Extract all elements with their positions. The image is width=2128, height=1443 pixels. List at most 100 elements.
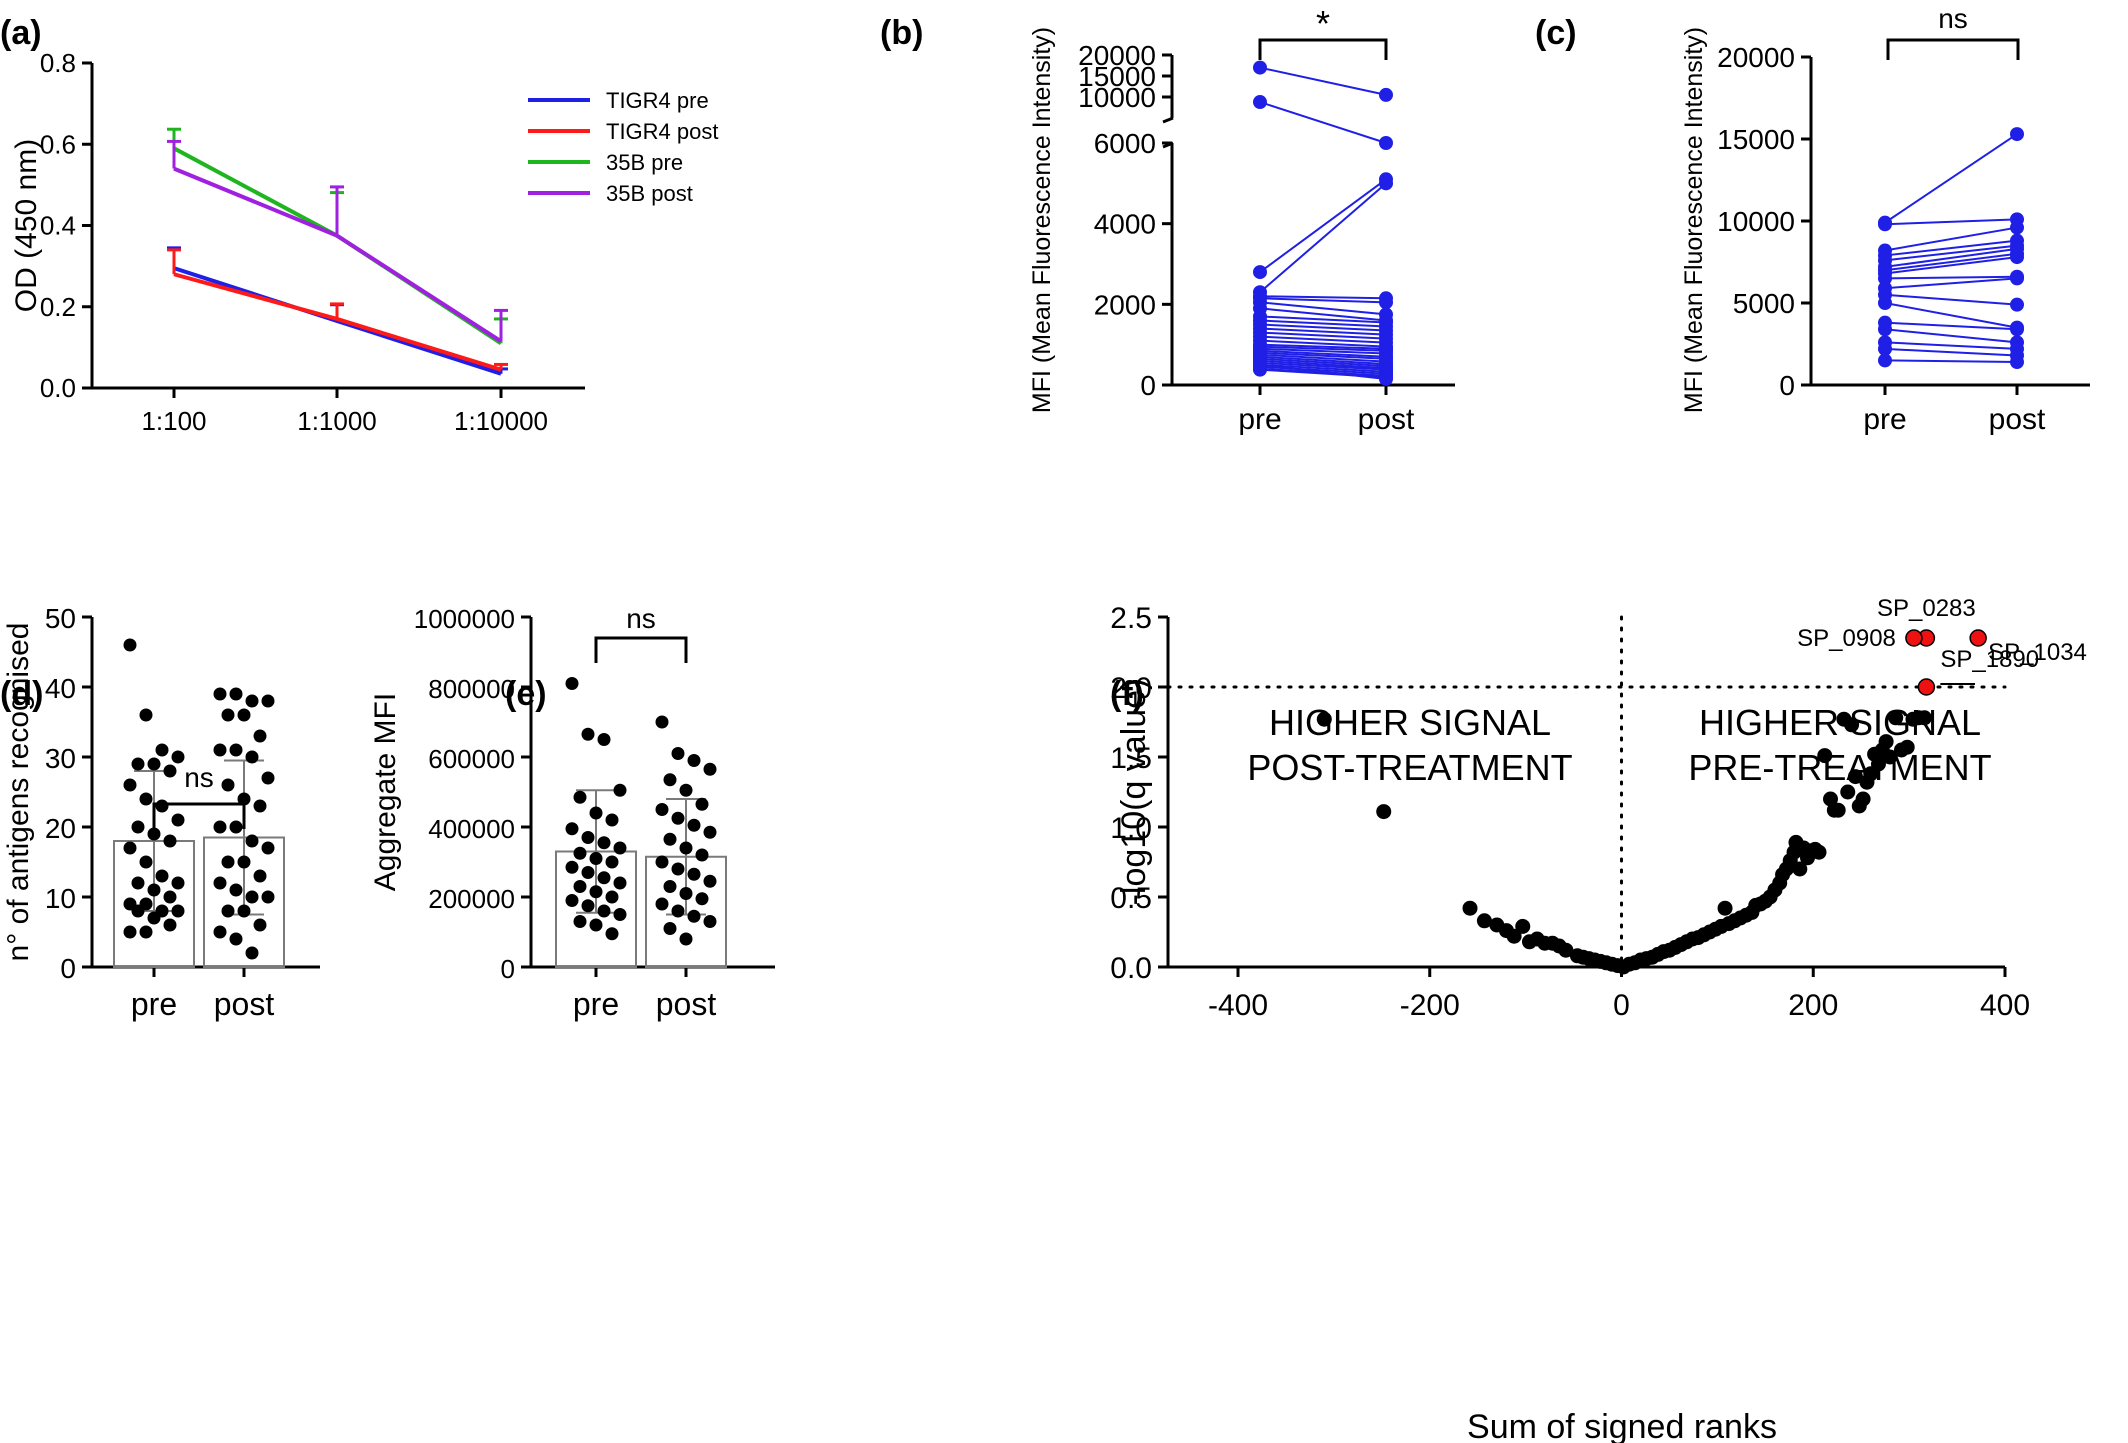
chart-panel-e: 0 200000 400000 600000 800000 1000000 pre post A… — [369, 603, 775, 1022]
data-point — [565, 677, 579, 690]
paired-line — [1259, 353, 1387, 363]
paired-line — [1884, 239, 2018, 257]
panel-label-b: (b) — [880, 14, 923, 52]
legend-label: 35B post — [606, 181, 693, 206]
data-point — [1830, 802, 1846, 818]
paired-line — [1884, 247, 2018, 268]
y-tick-label: 15000 — [1078, 61, 1156, 92]
data-point — [213, 820, 227, 834]
legend-label: TIGR4 pre — [606, 88, 709, 113]
x-tick-label: pre — [573, 986, 619, 1022]
data-point — [605, 890, 619, 904]
paired-line — [1884, 359, 2018, 364]
chart-panel-d: 0 10 20 30 40 50 pre post n° of antigens recogni… — [2, 603, 320, 1022]
legend-label: 35B pre — [606, 150, 683, 175]
paired-line — [1259, 359, 1387, 370]
data-point — [163, 918, 177, 932]
x-tick-label: 1:10000 — [454, 406, 548, 436]
paired-line — [1259, 331, 1387, 340]
data-point — [679, 932, 693, 946]
data-point — [663, 880, 677, 893]
y-tick-label: 20 — [45, 813, 76, 844]
data-point — [171, 813, 185, 827]
data-point — [605, 813, 619, 827]
y-axis-title: OD (450 nm) — [10, 139, 43, 312]
data-point — [131, 876, 145, 890]
data-point — [703, 762, 717, 776]
paired-line — [1259, 335, 1387, 344]
paired-line — [1259, 323, 1387, 332]
paired-line — [1259, 319, 1387, 328]
data-point — [671, 811, 685, 825]
paired-line — [1884, 275, 2018, 280]
paired-line — [1884, 226, 2018, 252]
data-point — [1515, 918, 1531, 934]
data-point — [245, 890, 259, 904]
y-tick-label: 1.0 — [1110, 812, 1152, 845]
data-point-pre — [1253, 265, 1267, 280]
data-point-post — [1379, 136, 1393, 150]
data-point — [123, 841, 137, 855]
data-point — [1882, 749, 1898, 765]
significant-point — [1905, 629, 1923, 647]
y-tick-label: 1000000 — [414, 604, 515, 634]
data-point-post — [2010, 220, 2024, 235]
chart-panel-c: 0 5000 10000 15000 20000 pre post MFI (Mean Flu… — [1680, 3, 2090, 436]
data-point-pre — [1253, 357, 1267, 372]
data-point — [253, 799, 267, 813]
data-point — [1316, 711, 1332, 727]
data-point-pre — [1878, 353, 1892, 368]
data-point — [1878, 734, 1894, 750]
y-tick-label: 0.2 — [40, 292, 76, 322]
data-point — [221, 778, 235, 792]
paired-line — [1884, 277, 2018, 290]
paired-line — [1259, 101, 1387, 144]
data-point — [245, 946, 259, 960]
y-tick-label: 0.0 — [40, 373, 76, 403]
data-point — [605, 927, 619, 941]
data-point — [597, 904, 611, 918]
data-point — [565, 822, 579, 836]
data-point-post — [2010, 355, 2024, 370]
data-point — [147, 757, 161, 771]
y-tick-label: 2.0 — [1110, 672, 1152, 705]
data-point — [671, 747, 685, 760]
data-point-post — [1379, 371, 1393, 386]
x-tick-label: -200 — [1400, 989, 1460, 1022]
paired-line — [1884, 341, 2018, 350]
point-label: SP_0283 — [1877, 595, 1976, 622]
data-point — [139, 855, 153, 869]
x-tick-label: pre — [1863, 403, 1906, 436]
y-tick-label: 400000 — [428, 814, 515, 844]
data-point — [261, 694, 275, 708]
y-tick-label: 4000 — [1094, 209, 1156, 240]
data-point-pre — [1878, 217, 1892, 232]
paired-line — [1259, 347, 1387, 355]
x-tick-label: post — [1358, 403, 1415, 436]
data-point — [581, 866, 595, 879]
data-point-post — [2010, 322, 2024, 337]
paired-line — [1259, 355, 1387, 366]
significant-point — [1917, 678, 1936, 696]
significance-bracket — [152, 802, 246, 829]
data-point — [261, 771, 275, 785]
data-point — [131, 820, 145, 834]
header-left-line2: POST-TREATMENT — [1247, 747, 1572, 788]
data-point — [237, 792, 251, 806]
data-point — [1476, 913, 1492, 929]
y-tick-label: 0 — [1779, 370, 1795, 401]
y-tick-label: 1.5 — [1110, 742, 1152, 775]
data-point — [139, 792, 153, 806]
data-point — [695, 797, 709, 811]
data-point — [655, 855, 669, 869]
data-point — [245, 694, 259, 708]
panel-label-c: (c) — [1535, 14, 1577, 52]
data-point — [147, 827, 161, 841]
data-point — [171, 904, 185, 918]
data-point — [213, 925, 227, 939]
data-point — [155, 799, 169, 813]
data-point — [123, 925, 137, 939]
data-point — [123, 778, 137, 792]
x-tick-label: post — [1989, 403, 2046, 436]
paired-line — [1259, 178, 1387, 273]
